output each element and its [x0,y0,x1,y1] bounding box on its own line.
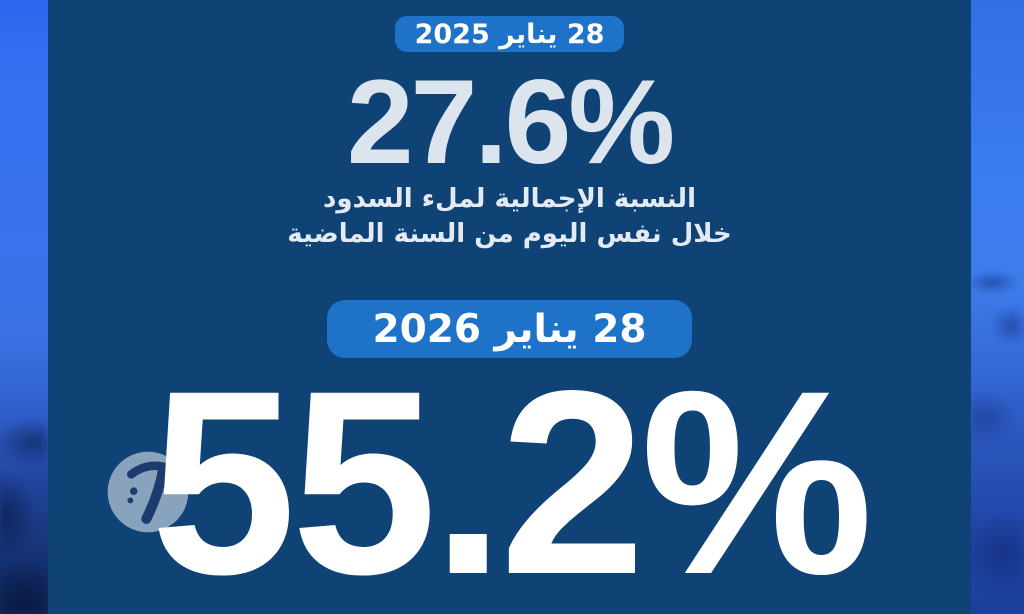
background-photo-right [971,0,1024,614]
value-current-year: 55.2% [150,336,874,614]
background-photo-left [0,0,48,614]
date-badge-current: 28 يناير 2026 [327,300,692,358]
main-panel: 28 يناير 2025 27.6% النسبة الإجمالية لمل… [48,0,971,614]
watermark-logo [106,450,190,534]
caption-line-1: النسبة الإجمالية لملء السدود [323,184,696,215]
date-badge-previous: 28 يناير 2025 [394,16,625,53]
caption: النسبة الإجمالية لملء السدود خلال نفس ال… [287,182,732,252]
calligraphic-7-news-logo-icon [107,451,189,533]
caption-line-2: خلال نفس اليوم من السنة الماضية [287,219,732,250]
value-previous-year: 27.6% [346,55,675,190]
